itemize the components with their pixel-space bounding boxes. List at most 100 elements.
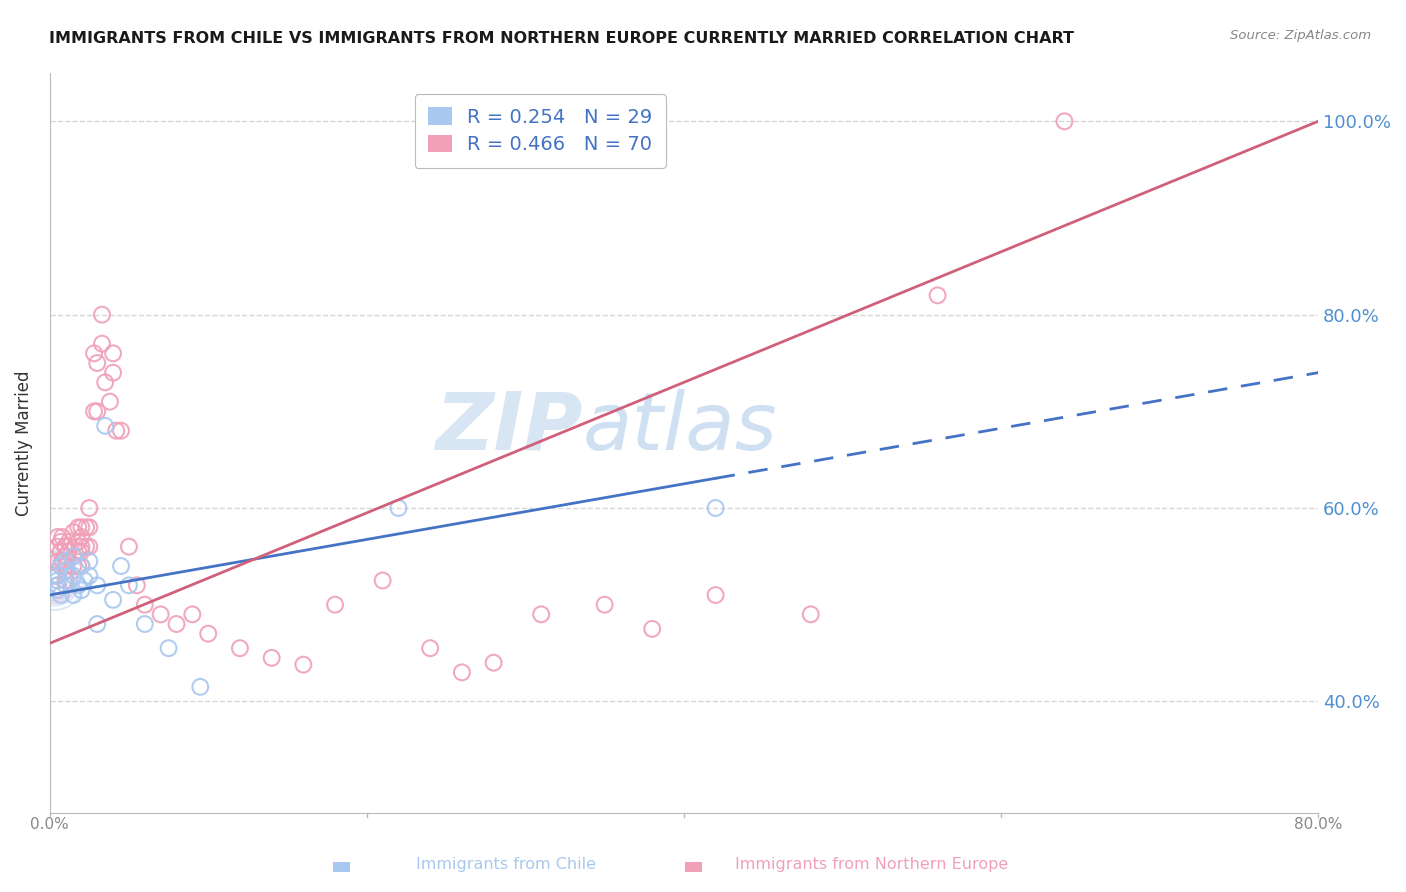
Point [55,540,77,554]
Point [79,540,101,554]
Point [94,418,117,433]
Point [46,578,69,592]
Point [44,568,66,582]
Legend: R = 0.254   N = 29, R = 0.466   N = 70: R = 0.254 N = 29, R = 0.466 N = 70 [415,94,666,168]
Point [67,559,90,574]
FancyBboxPatch shape [333,862,350,872]
Point [49,534,72,549]
Point [419,641,441,656]
Point [49,544,72,558]
Point [46,530,69,544]
Point [101,592,124,607]
Point [323,598,346,612]
Point [46,554,69,568]
Point [79,554,101,568]
Point [55,578,77,592]
Point [44,574,66,588]
Point [593,598,616,612]
Point [55,549,77,564]
Point [75,540,97,554]
Point [70,540,93,554]
Point [58,534,80,549]
Point [134,617,156,632]
Point [75,520,97,534]
Text: atlas: atlas [582,389,778,467]
Point [46,540,69,554]
Point [44,574,66,588]
Point [44,574,66,588]
Point [134,598,156,612]
FancyBboxPatch shape [685,862,702,872]
Point [67,544,90,558]
Point [105,424,128,438]
Point [70,583,93,598]
Point [49,559,72,574]
Point [166,617,188,632]
Point [229,641,252,656]
Point [67,578,90,592]
Point [927,288,949,302]
Point [62,549,84,564]
Point [197,626,219,640]
Point [530,607,553,622]
Point [46,568,69,582]
Point [70,520,93,534]
Point [79,568,101,582]
Point [118,578,141,592]
Point [86,404,108,418]
Point [704,501,727,516]
Point [55,564,77,578]
Point [51,530,73,544]
Point [482,656,505,670]
Point [62,559,84,574]
Point [157,641,180,656]
Point [94,376,117,390]
Point [83,346,105,360]
Point [55,564,77,578]
Point [91,336,114,351]
Point [149,607,172,622]
Point [70,544,93,558]
Point [62,568,84,582]
Point [49,588,72,602]
Point [704,588,727,602]
Point [86,617,108,632]
Point [44,574,66,588]
Point [70,559,93,574]
Point [44,574,66,588]
Point [46,574,69,588]
Point [101,366,124,380]
Point [44,574,66,588]
Point [73,574,96,588]
Point [70,559,93,574]
Point [79,501,101,516]
Point [118,540,141,554]
Point [55,559,77,574]
Point [83,404,105,418]
Point [387,501,409,516]
Point [62,588,84,602]
Point [46,583,69,598]
Point [125,578,148,592]
Y-axis label: Currently Married: Currently Married [15,370,32,516]
Point [58,544,80,558]
Point [641,622,664,636]
Text: Immigrants from Northern Europe: Immigrants from Northern Europe [735,857,1008,872]
Point [292,657,315,672]
Point [110,559,132,574]
Point [55,554,77,568]
Point [44,574,66,588]
Point [101,346,124,360]
Point [67,520,90,534]
Point [188,680,211,694]
Point [44,574,66,588]
Point [1053,114,1076,128]
Point [79,520,101,534]
Point [371,574,394,588]
Text: Source: ZipAtlas.com: Source: ZipAtlas.com [1230,29,1371,42]
Point [70,530,93,544]
Point [91,308,114,322]
Point [49,559,72,574]
Point [110,424,132,438]
Point [62,525,84,540]
